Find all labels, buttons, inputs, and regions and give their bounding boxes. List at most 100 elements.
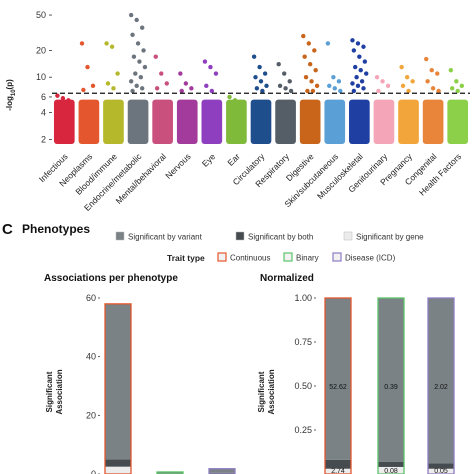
manhattan-point [358, 67, 363, 73]
left-bar-y-label-line2: Association [55, 369, 64, 414]
manhattan-point [351, 88, 357, 94]
manhattan-point [137, 59, 142, 64]
manhattan-bulk-points [349, 99, 370, 144]
manhattan-point [232, 98, 238, 103]
manhattan-point [105, 81, 111, 86]
manhattan-point [111, 86, 116, 91]
manhattan-point [202, 59, 208, 64]
bar-y-tick-label: 1.00 [294, 293, 312, 303]
manhattan-y-tick-label: 4 [41, 108, 46, 118]
manhattan-point [189, 86, 194, 91]
manhattan-point [424, 56, 429, 62]
manhattan-point [355, 41, 361, 46]
manhattan-point [310, 88, 316, 94]
manhattan-point [204, 83, 209, 89]
manhattan-point [400, 83, 406, 89]
manhattan-point [332, 86, 337, 91]
bar-outline [324, 297, 352, 474]
manhattan-point [130, 88, 135, 94]
manhattan-point [429, 67, 434, 73]
manhattan-point [364, 71, 369, 76]
bar-segment [428, 468, 454, 474]
manhattan-y-axis-label: -log10(p) [5, 79, 17, 111]
manhattan-point [260, 88, 265, 94]
series-legend-label: Significant by both [248, 233, 313, 242]
manhattan-point [454, 79, 459, 84]
bar-outline [104, 303, 132, 474]
bar-outline [377, 297, 405, 474]
bar-y-tick-label: 40 [86, 352, 96, 362]
bar-y-tick-label: 0 [91, 469, 96, 474]
manhattan-point [385, 83, 391, 89]
manhattan-point [425, 79, 430, 84]
bar-segment [325, 459, 351, 469]
manhattan-point [307, 62, 313, 67]
trait-legend-swatch [332, 252, 342, 262]
manhattan-bulk-points [373, 99, 395, 144]
manhattan-bulk-points [53, 99, 75, 144]
manhattan-point [305, 88, 310, 94]
bar-segment [105, 466, 131, 474]
manhattan-point [79, 41, 85, 46]
manhattan-point [314, 83, 320, 89]
manhattan-y-tick-label: 10 [36, 72, 46, 82]
manhattan-point [128, 79, 134, 84]
manhattan-point [376, 88, 381, 94]
trait-legend-label: Continuous [230, 254, 270, 263]
bar-value-label: 2.02 [434, 384, 448, 391]
bar-y-tick-label: 60 [86, 293, 96, 303]
manhattan-y-label-sub: 10 [11, 89, 17, 96]
series-legend-label: Significant by variant [128, 233, 203, 242]
manhattan-point [374, 75, 380, 80]
manhattan-point [380, 79, 385, 84]
series-legend: Significant by variant Significant by bot… [115, 231, 424, 242]
manhattan-point [282, 71, 287, 76]
manhattan-point [338, 88, 343, 94]
manhattan-y-tick-label: 50 [36, 10, 46, 20]
manhattan-point [354, 75, 359, 80]
manhattan-point [134, 83, 139, 89]
manhattan-point [55, 93, 60, 98]
manhattan-point [303, 75, 309, 80]
trait-legend-swatch [283, 252, 293, 262]
manhattan-y-label-prefix: -log [5, 96, 14, 111]
bar-segment [105, 459, 131, 467]
manhattan-bulk-points [422, 99, 444, 144]
manhattan-point [301, 33, 306, 39]
manhattan-point [131, 54, 137, 59]
manhattan-point [258, 79, 264, 84]
manhattan-point [264, 83, 269, 89]
manhattan-point [154, 86, 160, 91]
manhattan-point [133, 71, 138, 76]
manhattan-point [183, 81, 189, 86]
manhattan-points [53, 12, 469, 144]
manhattan-point [410, 79, 415, 84]
manhattan-point [331, 75, 336, 80]
manhattan-point [66, 98, 71, 103]
manhattan-y-tick-label: 2 [41, 134, 46, 144]
manhattan-point [179, 88, 184, 94]
normalized-bar-chart: Significant Association 0.25 0.50 0.75 1.00… [257, 293, 455, 474]
bar-segment [209, 472, 235, 474]
bar-bottom-label: 2.74 [331, 468, 345, 474]
manhattan-point [357, 54, 362, 59]
manhattan-point [209, 88, 215, 94]
manhattan-point [109, 44, 115, 49]
left-bar-y-label-line1: Significant [45, 371, 54, 412]
bar-value-label: 52.62 [329, 384, 347, 391]
trait-type-legend: Trait type Continuous Binary Disease (ICD) [167, 252, 396, 263]
manhattan-point [283, 86, 288, 91]
manhattan-point [399, 64, 404, 70]
manhattan-point [288, 88, 294, 94]
manhattan-point [325, 41, 331, 46]
manhattan-point [306, 41, 311, 46]
manhattan-point [276, 62, 281, 67]
manhattan-point [130, 32, 135, 37]
bar-segment [378, 298, 404, 462]
manhattan-point [257, 64, 262, 70]
series-legend-label: Significant by gene [356, 233, 424, 242]
bar-value-label: 0.39 [384, 384, 398, 391]
manhattan-point [459, 83, 465, 89]
manhattan-point [178, 71, 183, 76]
manhattan-bulk-points [103, 99, 124, 144]
